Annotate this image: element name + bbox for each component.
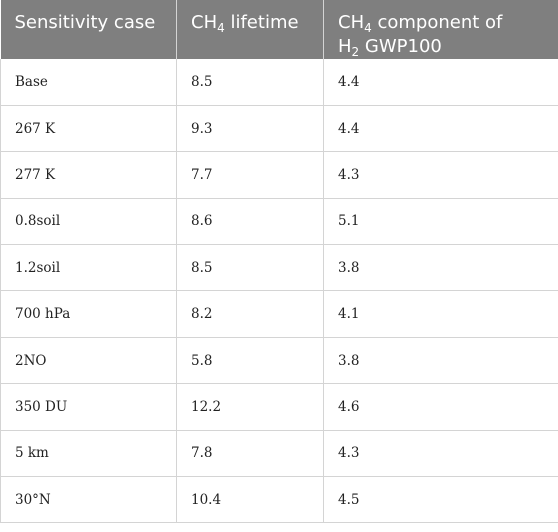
cell-gwp: 4.3 — [323, 151, 558, 199]
table-row: 1.2soil 8.5 3.8 — [0, 244, 558, 292]
cell-lifetime: 12.2 — [176, 383, 324, 431]
table-header: Sensitivity case CH4 lifetime CH4 compon… — [0, 0, 558, 59]
cell-gwp: 3.8 — [323, 336, 558, 385]
header-ch4-gwp-component: CH4 component of H2 GWP100 — [323, 0, 558, 59]
table-row: 350 DU 12.2 4.6 — [0, 383, 558, 431]
cell-lifetime: 5.8 — [176, 336, 324, 385]
cell-gwp: 4.3 — [323, 429, 558, 478]
cell-case: 267 K — [0, 104, 177, 153]
cell-lifetime: 8.5 — [176, 59, 324, 106]
header-row: Sensitivity case CH4 lifetime CH4 compon… — [0, 0, 558, 59]
cell-case: 350 DU — [0, 383, 177, 431]
header-ch4-lifetime: CH4 lifetime — [176, 0, 324, 59]
cell-lifetime: 8.2 — [176, 290, 324, 338]
table-row: 2NO 5.8 3.8 — [0, 336, 558, 385]
cell-gwp: 4.4 — [323, 104, 558, 153]
cell-gwp: 5.1 — [323, 197, 558, 246]
cell-lifetime: 8.5 — [176, 244, 324, 292]
cell-lifetime: 7.8 — [176, 429, 324, 478]
cell-case: 1.2soil — [0, 244, 177, 292]
table-row: 0.8soil 8.6 5.1 — [0, 197, 558, 246]
table-row: 277 K 7.7 4.3 — [0, 151, 558, 199]
table-row: 267 K 9.3 4.4 — [0, 104, 558, 153]
cell-lifetime: 8.6 — [176, 197, 324, 246]
cell-lifetime: 10.4 — [176, 476, 324, 524]
cell-case: 700 hPa — [0, 290, 177, 338]
table-row: 30°N 10.4 4.5 — [0, 476, 558, 524]
header-sensitivity-case: Sensitivity case — [0, 0, 177, 59]
cell-case: 277 K — [0, 151, 177, 199]
cell-case: 5 km — [0, 429, 177, 478]
cell-case: 0.8soil — [0, 197, 177, 246]
table-body: Base 8.5 4.4 267 K 9.3 4.4 277 K 7.7 4.3… — [0, 59, 558, 524]
table-row: 5 km 7.8 4.3 — [0, 429, 558, 478]
cell-gwp: 4.1 — [323, 290, 558, 338]
cell-gwp: 4.4 — [323, 59, 558, 106]
cell-lifetime: 9.3 — [176, 104, 324, 153]
table-row: 700 hPa 8.2 4.1 — [0, 290, 558, 338]
cell-gwp: 4.5 — [323, 476, 558, 524]
cell-case: 2NO — [0, 336, 177, 385]
cell-gwp: 4.6 — [323, 383, 558, 431]
cell-case: Base — [0, 59, 177, 106]
cell-case: 30°N — [0, 476, 177, 524]
table-row: Base 8.5 4.4 — [0, 59, 558, 106]
cell-lifetime: 7.7 — [176, 151, 324, 199]
cell-gwp: 3.8 — [323, 244, 558, 292]
